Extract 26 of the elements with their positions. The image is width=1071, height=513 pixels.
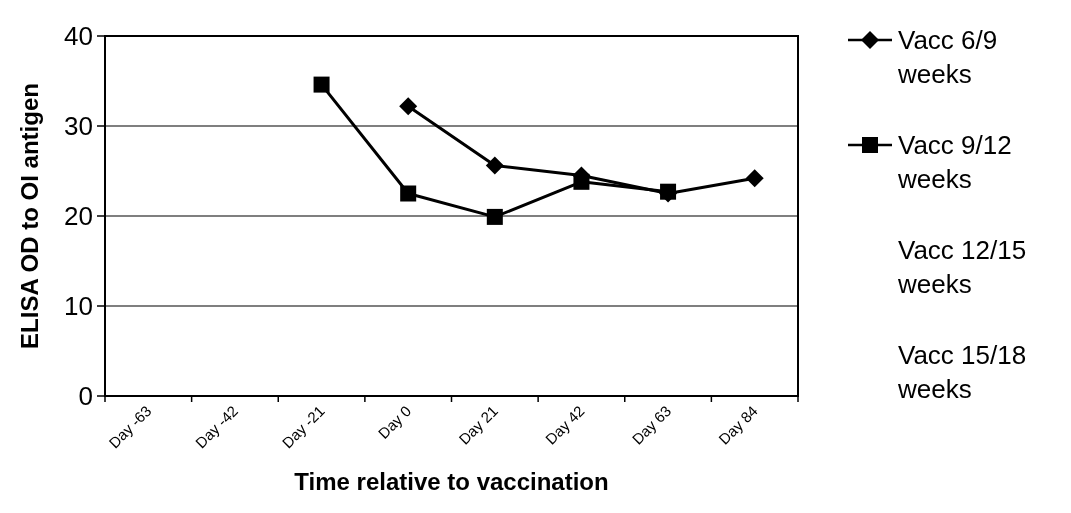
- x-tick-label: Day -42: [191, 402, 242, 452]
- x-tick-label: Day 84: [715, 402, 761, 448]
- x-tick-label: Day 42: [541, 402, 588, 448]
- legend-label: Vacc 9/12 weeks: [897, 130, 1012, 195]
- point: [486, 208, 503, 225]
- legend-label: Vacc 6/9 weeks: [897, 25, 998, 90]
- x-tick-label: Day 63: [628, 402, 675, 448]
- y-tick-label: 20: [64, 201, 93, 232]
- point: [573, 173, 590, 190]
- x-tick-label: Day -21: [278, 402, 328, 452]
- point: [485, 156, 504, 175]
- x-tick-label: Day 21: [455, 402, 501, 448]
- text: Vacc 12/15 weeks: [897, 235, 1027, 300]
- x-tick-label: Day 0: [374, 402, 415, 442]
- point: [313, 76, 330, 93]
- y-tick-label: 10: [64, 291, 93, 322]
- x-tick-label: Day -63: [105, 402, 155, 452]
- x-axis-title: Time relative to vaccination: [294, 468, 609, 495]
- y-tick-label: 30: [64, 111, 93, 142]
- point: [745, 169, 764, 188]
- y-axis-title: ELISA OD to OI antigen: [16, 83, 43, 349]
- point: [400, 185, 417, 202]
- y-tick-label: 40: [64, 21, 93, 52]
- text: Vacc 15/18 weeks: [897, 340, 1027, 405]
- point: [399, 97, 418, 116]
- y-tick-label: 0: [78, 381, 93, 412]
